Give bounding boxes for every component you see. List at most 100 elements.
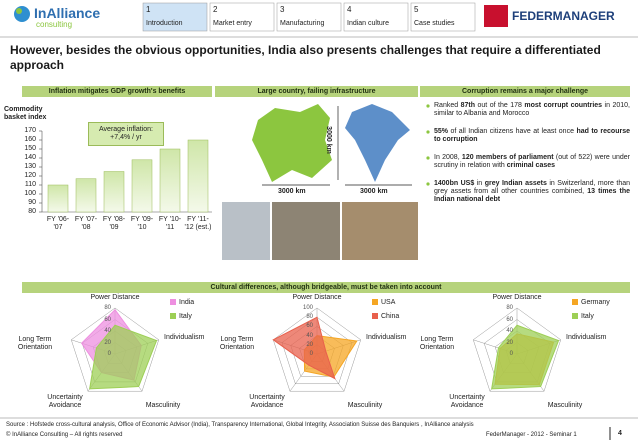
bar	[187, 139, 209, 213]
axis-label: Individualism	[164, 334, 205, 341]
legend-swatch	[572, 299, 578, 305]
tab	[343, 2, 409, 32]
logo-sub: consulting	[36, 20, 73, 29]
legend-swatch	[372, 313, 378, 319]
bullet-text: 13 times the Indian national debt	[434, 188, 630, 203]
bullet-text: Ranked	[434, 102, 461, 109]
y-tick-label: 140	[24, 154, 36, 161]
r-tick-label: 100	[302, 305, 313, 311]
r-tick-label: 60	[104, 316, 111, 323]
r-tick-label: 20	[104, 339, 111, 346]
y-tick-label: 80	[28, 208, 36, 215]
bullet: Ranked 87th out of the 178 most corrupt …	[434, 102, 630, 118]
scale-label: 3000 km	[324, 126, 332, 154]
r-tick-label: 20	[506, 339, 513, 346]
r-tick-label: 40	[104, 328, 111, 334]
bullet-text: 55%	[434, 128, 449, 135]
grid-ring	[70, 307, 160, 392]
bullet-dot	[426, 130, 430, 134]
legend-swatch	[170, 313, 176, 319]
logo-mark	[14, 6, 30, 22]
x-tick-label: FY '11-'12 (est.)	[184, 216, 212, 231]
legend-label: Germany	[581, 299, 610, 306]
event: FederManager - 2012 - Seminar 1	[486, 432, 577, 438]
tab-label: Case studies	[414, 20, 455, 27]
y-tick-label: 100	[24, 190, 36, 197]
section-header: Large country, failing infrastructure	[215, 86, 418, 97]
x-tick-label: FY '09-'10	[130, 216, 154, 231]
legend-label: China	[381, 313, 400, 320]
x-tick-label: FY '06-'07	[46, 216, 70, 231]
bullet-text: 87th	[460, 102, 476, 109]
axis-label: Power Distance	[492, 294, 542, 301]
legend-swatch	[170, 299, 176, 305]
scale-label: 3000 km	[360, 188, 388, 195]
photo-flood	[342, 202, 418, 260]
bullet-text: 1400bn US$	[434, 180, 475, 187]
tab-number: 2	[213, 5, 218, 14]
tab-label: Manufacturing	[280, 20, 325, 27]
grid-ring	[272, 307, 362, 392]
bullet-text: in Switzerland, more than grey assets fr…	[434, 180, 630, 195]
section-header: Inflation mitigates GDP growth's benefit…	[22, 86, 212, 97]
bullet-text: in 2010, similar to Albania and Morocco	[434, 102, 630, 117]
radar-area	[89, 324, 158, 390]
photo-power-lines	[222, 202, 270, 260]
tab-label: Indian culture	[347, 20, 390, 27]
r-tick-label: 20	[306, 341, 313, 348]
bar	[131, 159, 153, 213]
tab-number: 3	[280, 5, 285, 14]
legend-label: USA	[381, 299, 396, 306]
x-tick-label: FY '10-'11	[158, 216, 182, 231]
bullet-text: criminal cases	[506, 162, 556, 169]
tab-number: 5	[414, 5, 419, 14]
legend-label: Italy	[179, 313, 192, 320]
legend-label: Italy	[581, 313, 594, 320]
r-tick-label: 80	[104, 305, 111, 311]
r-tick-label: 0	[309, 351, 313, 357]
tab-number: 4	[347, 5, 352, 14]
y-tick-label: 150	[24, 145, 36, 152]
r-tick-label: 80	[506, 305, 513, 311]
axis-label: Long Term Orientation	[219, 336, 255, 351]
y-tick-label: 110	[24, 181, 36, 188]
y-tick-label: 170	[24, 127, 36, 134]
partner-logo	[484, 5, 508, 27]
bullet-text: (out of 522) were under scrutiny in rela…	[434, 154, 630, 169]
tab	[276, 2, 342, 32]
scale-label: 3000 km	[278, 188, 306, 195]
x-tick-label: FY '08-'09	[102, 216, 126, 231]
axis-label: Long Term Orientation	[419, 336, 455, 351]
radar-area	[491, 324, 560, 390]
axis-label: Power Distance	[292, 294, 342, 301]
tab	[209, 2, 275, 32]
india-map	[345, 104, 410, 182]
tab	[142, 2, 208, 32]
r-tick-label: 80	[306, 314, 313, 321]
axis-label: Masculinity	[145, 402, 181, 409]
bullet-text: most corrupt countries	[524, 102, 603, 109]
tab-number: 1	[146, 5, 151, 14]
photo-traffic	[272, 202, 340, 260]
bullet-text: 120 members of parliament	[461, 154, 554, 161]
section-header: Cultural differences, although bridgeabl…	[22, 282, 630, 293]
y-axis-label: Commodity basket index	[4, 106, 47, 121]
bullet-text: grey Indian assets	[484, 180, 547, 187]
bullet-text: out of the 178	[475, 102, 525, 109]
r-tick-label: 60	[306, 323, 313, 330]
r-tick-label: 0	[107, 351, 111, 357]
y-tick-label: 130	[24, 163, 36, 170]
axis-label: Uncertainty Avoidance	[449, 394, 485, 409]
axis-label: Power Distance	[90, 294, 140, 301]
europe-map	[252, 104, 332, 182]
partner: FEDERMANAGER	[512, 9, 615, 23]
y-tick-label: 120	[24, 172, 36, 179]
axis-label: Masculinity	[547, 402, 583, 409]
tab	[410, 2, 476, 32]
r-tick-label: 0	[509, 351, 513, 357]
x-tick-label: FY '07-'08	[74, 216, 98, 231]
bullet-dot	[426, 156, 430, 160]
page-number: 4	[618, 430, 622, 437]
bar	[75, 178, 97, 213]
